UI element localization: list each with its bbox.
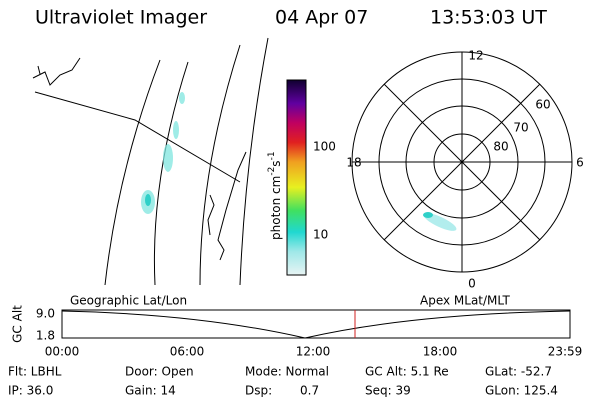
info-field: GC Alt: 5.1 Re: [365, 365, 449, 379]
timeline-frame: [61, 309, 571, 339]
geo-map: [32, 37, 269, 286]
colorbar: [286, 79, 307, 276]
info-field: Mode: Normal: [245, 365, 329, 379]
info-field: Door: Open: [125, 365, 194, 379]
colorbar-tick: 100: [313, 140, 336, 154]
timeline-x-tick: 23:59: [548, 345, 583, 359]
timeline-y-tick: 9.0: [36, 307, 55, 321]
info-field: GLon: 125.4: [485, 384, 558, 398]
polar-plot: [351, 51, 573, 273]
lat-label: 80: [493, 140, 508, 154]
lat-label: 60: [535, 98, 550, 112]
info-field: Flt: LBHL: [8, 365, 62, 379]
timeline-x-tick: 18:00: [423, 345, 458, 359]
info-field: GLat: -52.7: [485, 365, 552, 379]
timeline-x-tick: 12:00: [296, 345, 331, 359]
date: 04 Apr 07: [275, 7, 368, 29]
info-field: 0.7: [300, 384, 319, 398]
instrument: Ultraviolet Imager: [35, 7, 207, 29]
timeline-left-label: Geographic Lat/Lon: [70, 294, 187, 308]
altitude-curve: [61, 310, 571, 339]
mlt-label: 18: [346, 156, 361, 170]
mlt-label: 6: [576, 156, 584, 170]
lat-label: 70: [513, 121, 528, 135]
timeline-right-label: Apex MLat/MLT: [420, 294, 510, 308]
timeline-x-tick: 06:00: [170, 345, 205, 359]
timeline-y-tick: 1.8: [36, 329, 55, 343]
time: 13:53:03 UT: [430, 7, 547, 29]
colorbar-label: photon cm-2s-1: [267, 151, 283, 240]
info-field: Gain: 14: [125, 384, 176, 398]
info-field: Dsp:: [245, 384, 272, 398]
timeline-x-tick: 00:00: [45, 345, 80, 359]
info-field: Seq: 39: [365, 384, 411, 398]
timeline-y-label: GC Alt: [11, 305, 25, 343]
colorbar-tick: 10: [313, 228, 328, 242]
mlt-label: 12: [468, 49, 483, 63]
mlt-label: 0: [468, 277, 476, 291]
info-field: IP: 36.0: [8, 384, 53, 398]
